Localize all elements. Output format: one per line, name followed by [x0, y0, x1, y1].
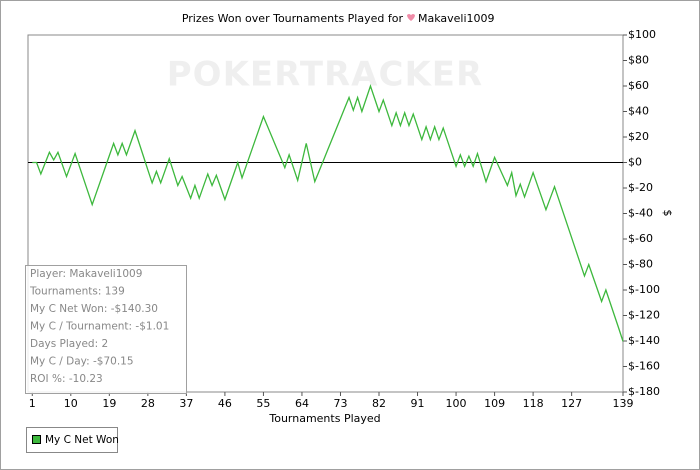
chart-title-player: Makaveli1009 — [418, 12, 495, 25]
stats-line: My C / Day: -$70.15 — [30, 356, 134, 368]
stats-line: Days Played: 2 — [30, 338, 108, 350]
series-line — [32, 83, 624, 342]
y-tick-label: $100 — [628, 28, 656, 41]
x-tick-label: 28 — [141, 397, 155, 410]
legend-swatch — [32, 435, 41, 444]
player-icon — [407, 14, 415, 21]
y-tick-label: $-20 — [628, 181, 653, 194]
legend-box — [26, 427, 118, 453]
y-tick-label: $-140 — [628, 334, 660, 347]
watermark: POKERTRACKER — [167, 55, 483, 95]
x-tick-label: 37 — [179, 397, 193, 410]
stats-box: Player: Makaveli1009 Tournaments: 139 My C… — [25, 265, 187, 394]
y-tick-label: $0 — [628, 156, 642, 169]
x-tick-label: 139 — [613, 397, 634, 410]
x-tick-label: 118 — [523, 397, 544, 410]
stats-line: My C / Tournament: -$1.01 — [30, 321, 169, 333]
y-tick-label: $-100 — [628, 283, 660, 296]
y-tick-label: $60 — [628, 79, 649, 92]
stats-box-frame — [25, 265, 187, 394]
y-tick-label: $20 — [628, 130, 649, 143]
x-tick-label: 82 — [372, 397, 386, 410]
legend-label: My C Net Won — [45, 434, 119, 446]
stats-line: My C Net Won: -$140.30 — [30, 303, 158, 315]
y-tick-label: $-160 — [628, 360, 660, 373]
x-tick-label: 127 — [561, 397, 582, 410]
x-tick-label: 19 — [102, 397, 116, 410]
x-tick-label: 100 — [446, 397, 467, 410]
y-tick-label: $-80 — [628, 258, 653, 271]
stats-line: ROI %: -10.23 — [30, 373, 103, 385]
x-tick-label: 55 — [256, 397, 270, 410]
chart-title: Prizes Won over Tournaments Played for — [182, 12, 404, 25]
y-tick-label: $40 — [628, 105, 649, 118]
x-tick-label: 109 — [484, 397, 505, 410]
y-tick-label: $-180 — [628, 385, 660, 398]
y-tick-label: $-60 — [628, 232, 653, 245]
stats-line: Player: Makaveli1009 — [30, 268, 142, 280]
x-tick-label: 91 — [411, 397, 425, 410]
x-tick-label: 10 — [64, 397, 78, 410]
y-tick-label: $-40 — [628, 207, 653, 220]
x-tick-label: 46 — [218, 397, 232, 410]
x-tick-label: 64 — [295, 397, 309, 410]
x-tick-label: 1 — [29, 397, 36, 410]
x-axis-label: Tournaments Played — [268, 412, 380, 425]
stats-line: Tournaments: 139 — [29, 286, 125, 298]
y-tick-label: $-120 — [628, 309, 660, 322]
x-tick-label: 73 — [333, 397, 347, 410]
y-axis-label: $ — [661, 210, 674, 217]
y-tick-label: $80 — [628, 54, 649, 67]
